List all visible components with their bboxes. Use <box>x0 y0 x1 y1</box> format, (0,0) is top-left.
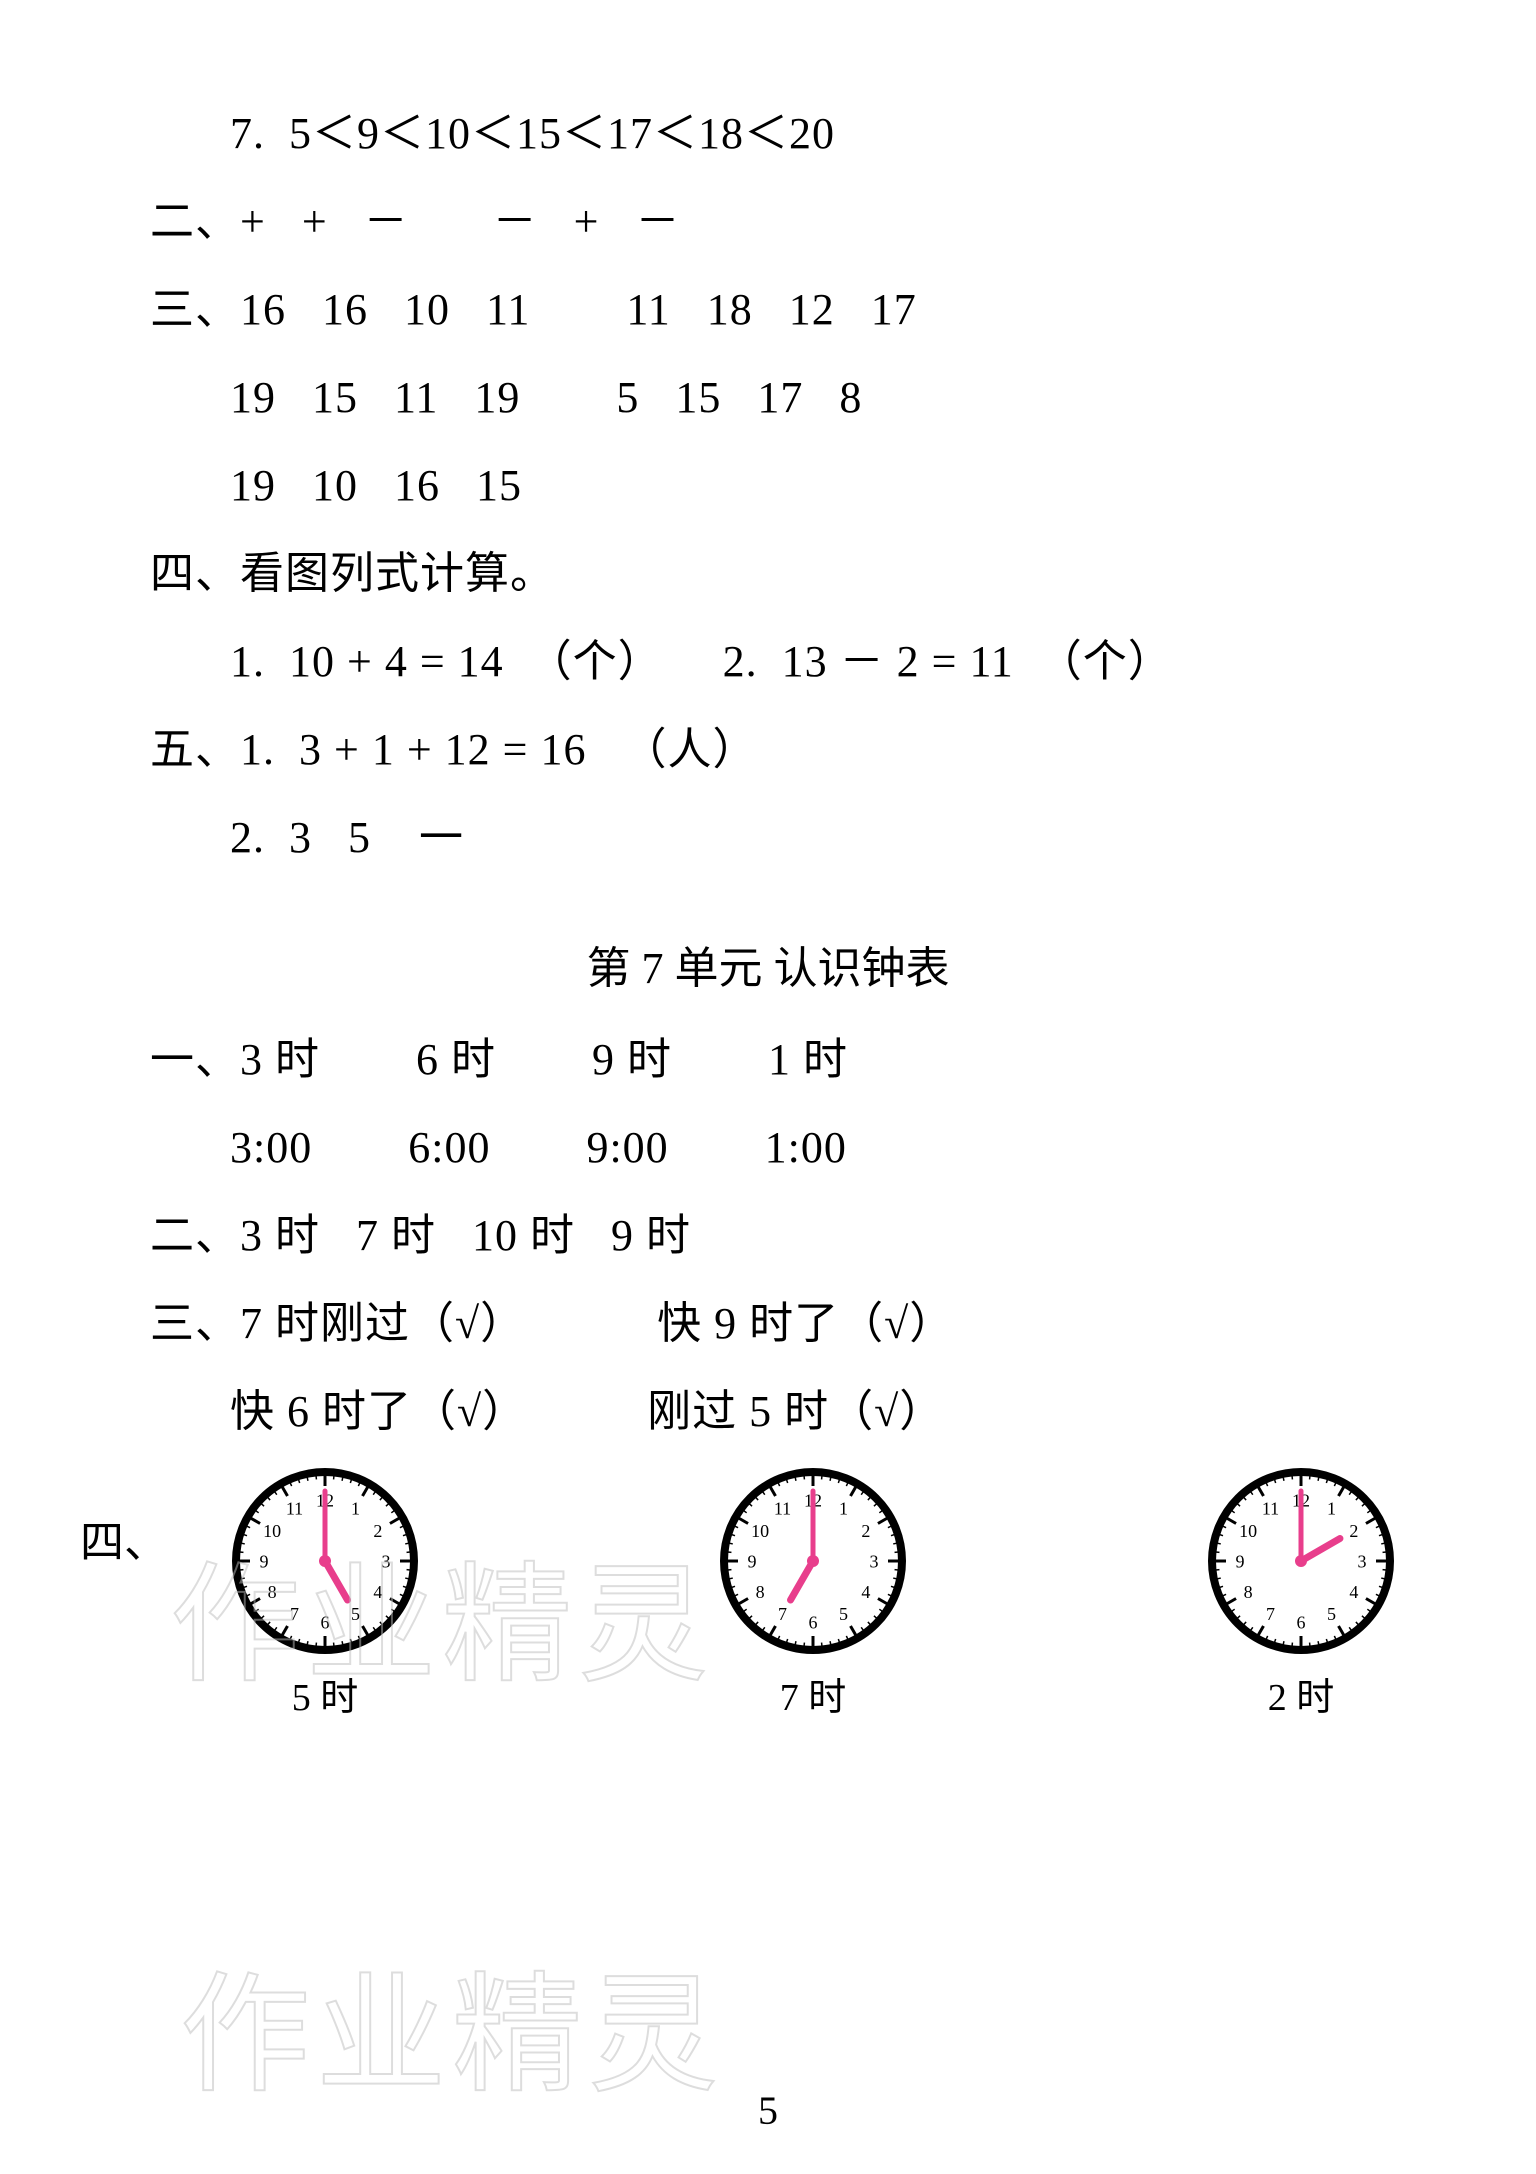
clocks-container: 1234567891011125 时1234567891011127 时1234… <box>230 1466 1456 1721</box>
svg-text:2: 2 <box>861 1521 870 1541</box>
svg-text:9: 9 <box>748 1551 757 1571</box>
u4-label: 四、 <box>80 1466 230 1570</box>
svg-text:11: 11 <box>1262 1498 1279 1518</box>
section-3-row1: 三、16 16 10 11 11 18 12 17 <box>80 266 1456 354</box>
u1-r1: 3 时 6 时 9 时 1 时 <box>240 1035 848 1084</box>
svg-text:2: 2 <box>1349 1521 1358 1541</box>
svg-text:9: 9 <box>1236 1551 1245 1571</box>
q7-line: 7. 5＜9＜10＜15＜17＜18＜20 <box>80 90 1456 178</box>
clock-icon: 123456789101112 <box>718 1466 908 1656</box>
svg-text:8: 8 <box>756 1582 765 1602</box>
u2-row: 二、3 时 7 时 10 时 9 时 <box>80 1192 1456 1280</box>
svg-text:10: 10 <box>751 1521 769 1541</box>
section-4-label: 四、看图列式计算。 <box>80 530 1456 618</box>
u4-row: 四、 1234567891011125 时1234567891011127 时1… <box>80 1466 1456 1721</box>
u1-row1: 一、3 时 6 时 9 时 1 时 <box>80 1016 1456 1104</box>
u2-label: 二、 <box>150 1211 240 1260</box>
section-4-row1: 1. 10 + 4 = 14 （个） 2. 13 － 2 = 11 （个） <box>80 618 1456 706</box>
svg-text:8: 8 <box>268 1582 277 1602</box>
u1-label: 一、 <box>150 1035 240 1084</box>
clock-caption: 2 时 <box>1268 1666 1335 1721</box>
sec2-label: 二、 <box>150 197 240 246</box>
svg-text:5: 5 <box>1327 1604 1336 1624</box>
sec3-r1: 16 16 10 11 11 18 12 17 <box>240 285 917 334</box>
clock-icon: 123456789101112 <box>1206 1466 1396 1656</box>
svg-text:4: 4 <box>1349 1582 1358 1602</box>
svg-text:4: 4 <box>373 1582 382 1602</box>
clock-group: 1234567891011127 时 <box>718 1466 908 1721</box>
svg-text:11: 11 <box>774 1498 791 1518</box>
svg-text:6: 6 <box>1297 1612 1306 1632</box>
u3-label: 三、 <box>150 1299 240 1348</box>
svg-text:6: 6 <box>321 1612 330 1632</box>
svg-text:3: 3 <box>870 1551 879 1571</box>
svg-text:3: 3 <box>1358 1551 1367 1571</box>
section-2: 二、+ + － － + － <box>80 178 1456 266</box>
clock-group: 1234567891011122 时 <box>1206 1466 1396 1721</box>
u1-row2: 3:00 6:00 9:00 1:00 <box>80 1104 1456 1192</box>
clock-caption: 7 时 <box>780 1666 847 1721</box>
svg-text:11: 11 <box>286 1498 303 1518</box>
u2-r1: 3 时 7 时 10 时 9 时 <box>240 1211 691 1260</box>
sec2-row: + + － － + － <box>240 197 680 246</box>
page: 7. 5＜9＜10＜15＜17＜18＜20 二、+ + － － + － 三、16… <box>0 0 1536 2174</box>
svg-text:6: 6 <box>809 1612 818 1632</box>
sec5-label: 五、 <box>150 725 240 774</box>
svg-text:3: 3 <box>382 1551 391 1571</box>
svg-text:2: 2 <box>373 1521 382 1541</box>
section-5-row1: 五、1. 3 + 1 + 12 = 16 （人） <box>80 706 1456 794</box>
clock-icon: 123456789101112 <box>230 1466 420 1656</box>
svg-text:10: 10 <box>1239 1521 1257 1541</box>
svg-text:9: 9 <box>260 1551 269 1571</box>
sec3-label: 三、 <box>150 285 240 334</box>
unit-title: 第 7 单元 认识钟表 <box>80 932 1456 996</box>
svg-text:7: 7 <box>1266 1604 1275 1624</box>
u3-row1: 三、7 时刚过（√） 快 9 时了（√） <box>80 1280 1456 1368</box>
clock-group: 1234567891011125 时 <box>230 1466 420 1721</box>
svg-text:5: 5 <box>839 1604 848 1624</box>
svg-text:5: 5 <box>351 1604 360 1624</box>
sec5-r1: 1. 3 + 1 + 12 = 16 （人） <box>240 725 757 774</box>
u3-row2: 快 6 时了（√） 刚过 5 时（√） <box>80 1368 1456 1456</box>
svg-text:7: 7 <box>778 1604 787 1624</box>
svg-text:1: 1 <box>1327 1498 1336 1518</box>
svg-text:1: 1 <box>839 1498 848 1518</box>
section-5-row2: 2. 3 5 一 <box>80 794 1456 882</box>
svg-text:1: 1 <box>351 1498 360 1518</box>
svg-text:8: 8 <box>1244 1582 1253 1602</box>
u3-r1: 7 时刚过（√） 快 9 时了（√） <box>240 1299 954 1348</box>
svg-text:7: 7 <box>290 1604 299 1624</box>
page-number: 5 <box>0 2087 1536 2134</box>
section-3-row2: 19 15 11 19 5 15 17 8 <box>80 354 1456 442</box>
clock-caption: 5 时 <box>292 1666 359 1721</box>
svg-text:10: 10 <box>263 1521 281 1541</box>
svg-text:4: 4 <box>861 1582 870 1602</box>
section-3-row3: 19 10 16 15 <box>80 442 1456 530</box>
